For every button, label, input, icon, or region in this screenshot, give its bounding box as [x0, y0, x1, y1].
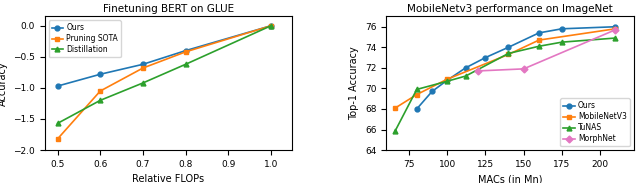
X-axis label: MACs (in Mn): MACs (in Mn) [477, 174, 542, 183]
Ours [444, 79, 451, 81]
Line: Ours: Ours [414, 24, 618, 111]
Distillation [139, 82, 147, 84]
X-axis label: Relative FLOPs: Relative FLOPs [132, 174, 205, 183]
Pruning SOTA [182, 51, 189, 53]
MobileNetV3 [611, 28, 619, 30]
Ours [428, 90, 436, 93]
Y-axis label: Accuracy: Accuracy [0, 61, 8, 106]
TuNAS [558, 41, 566, 43]
TuNAS [413, 88, 420, 91]
Pruning SOTA [139, 67, 147, 69]
Line: MobileNetV3: MobileNetV3 [393, 26, 618, 110]
MobileNetV3 [444, 78, 451, 80]
MorphNet [611, 29, 619, 31]
Ours [97, 73, 104, 75]
Ours [558, 28, 566, 30]
Ours [182, 50, 189, 52]
Ours [482, 57, 490, 59]
Title: MobileNetv3 performance on ImageNet: MobileNetv3 performance on ImageNet [407, 4, 612, 14]
Legend: Ours, Pruning SOTA, Distillation: Ours, Pruning SOTA, Distillation [49, 20, 121, 57]
MobileNetV3 [392, 107, 399, 109]
Line: TuNAS: TuNAS [393, 36, 618, 133]
TuNAS [504, 52, 512, 55]
MorphNet [474, 70, 482, 72]
TuNAS [611, 37, 619, 39]
Ours [611, 26, 619, 28]
TuNAS [462, 75, 470, 77]
Ours [535, 32, 543, 34]
Pruning SOTA [54, 138, 61, 140]
Line: Pruning SOTA: Pruning SOTA [55, 23, 273, 141]
TuNAS [444, 80, 451, 82]
Pruning SOTA [97, 90, 104, 92]
MorphNet [520, 68, 527, 70]
Pruning SOTA [267, 25, 275, 27]
Line: MorphNet: MorphNet [476, 27, 618, 73]
Distillation [182, 63, 189, 65]
Legend: Ours, MobileNetV3, TuNAS, MorphNet: Ours, MobileNetV3, TuNAS, MorphNet [560, 98, 630, 146]
Line: Ours: Ours [55, 23, 273, 89]
Ours [413, 108, 420, 110]
MobileNetV3 [413, 94, 420, 96]
Title: Finetuning BERT on GLUE: Finetuning BERT on GLUE [103, 4, 234, 14]
TuNAS [535, 45, 543, 47]
TuNAS [392, 129, 399, 132]
Line: Distillation: Distillation [55, 23, 273, 126]
MobileNetV3 [535, 39, 543, 41]
Distillation [267, 25, 275, 27]
Distillation [54, 122, 61, 124]
Ours [462, 67, 470, 69]
Ours [504, 46, 512, 48]
Ours [139, 63, 147, 65]
MobileNetV3 [504, 53, 512, 56]
Y-axis label: Top-1 Accuracy: Top-1 Accuracy [349, 46, 360, 120]
Ours [267, 25, 275, 27]
Ours [54, 85, 61, 87]
Distillation [97, 99, 104, 101]
